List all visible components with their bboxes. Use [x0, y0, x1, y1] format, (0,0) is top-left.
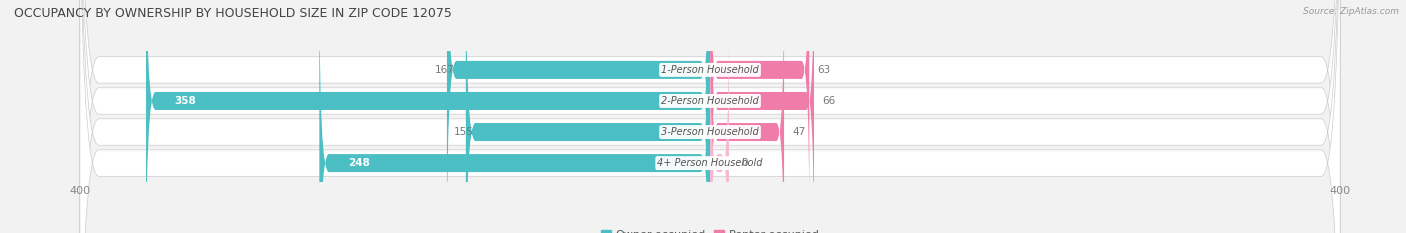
FancyBboxPatch shape	[80, 0, 1340, 233]
FancyBboxPatch shape	[710, 0, 810, 216]
Text: 2-Person Household: 2-Person Household	[661, 96, 759, 106]
Text: 0: 0	[741, 158, 748, 168]
Text: Source: ZipAtlas.com: Source: ZipAtlas.com	[1303, 7, 1399, 16]
FancyBboxPatch shape	[80, 0, 1340, 233]
FancyBboxPatch shape	[710, 0, 814, 233]
FancyBboxPatch shape	[80, 0, 1340, 233]
Text: 248: 248	[347, 158, 370, 168]
FancyBboxPatch shape	[447, 0, 710, 233]
FancyBboxPatch shape	[710, 17, 728, 233]
Text: 66: 66	[823, 96, 835, 106]
Text: 4+ Person Household: 4+ Person Household	[657, 158, 763, 168]
FancyBboxPatch shape	[146, 0, 710, 233]
Legend: Owner-occupied, Renter-occupied: Owner-occupied, Renter-occupied	[596, 225, 824, 233]
Text: OCCUPANCY BY OWNERSHIP BY HOUSEHOLD SIZE IN ZIP CODE 12075: OCCUPANCY BY OWNERSHIP BY HOUSEHOLD SIZE…	[14, 7, 451, 20]
FancyBboxPatch shape	[465, 0, 710, 233]
FancyBboxPatch shape	[319, 0, 710, 233]
Text: 47: 47	[792, 127, 806, 137]
Text: 1-Person Household: 1-Person Household	[661, 65, 759, 75]
Text: 358: 358	[174, 96, 197, 106]
Text: 3-Person Household: 3-Person Household	[661, 127, 759, 137]
FancyBboxPatch shape	[80, 0, 1340, 233]
Text: 155: 155	[454, 127, 474, 137]
Text: 63: 63	[817, 65, 831, 75]
FancyBboxPatch shape	[710, 0, 785, 233]
Text: 167: 167	[434, 65, 454, 75]
